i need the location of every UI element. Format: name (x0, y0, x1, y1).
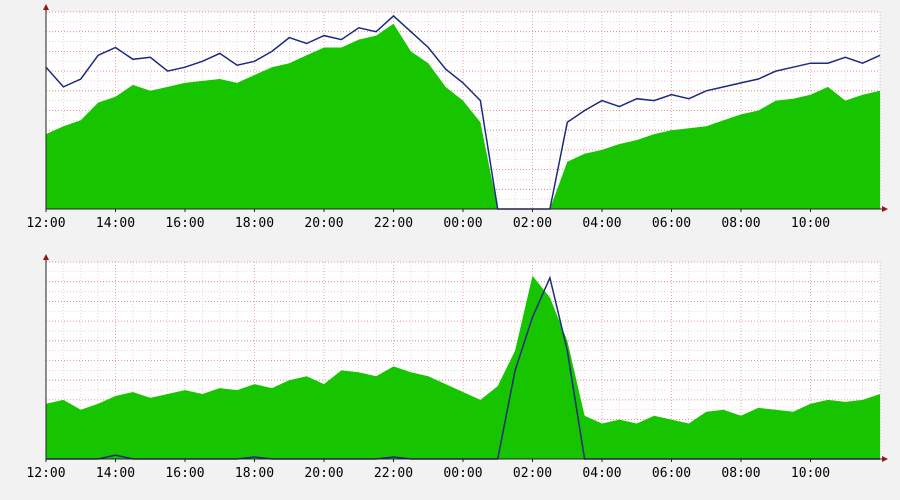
x-tick-label: 20:00 (304, 216, 343, 231)
x-tick-label: 02:00 (513, 466, 552, 481)
x-tick-label: 16:00 (165, 216, 204, 231)
x-tick-label: 18:00 (235, 216, 274, 231)
x-tick-label: 14:00 (96, 466, 135, 481)
x-tick-label: 16:00 (165, 466, 204, 481)
x-tick-label: 12:00 (26, 466, 65, 481)
x-tick-label: 08:00 (721, 466, 760, 481)
area-series-0 (46, 23, 880, 209)
x-tick-label: 20:00 (304, 466, 343, 481)
x-tick-label: 02:00 (513, 216, 552, 231)
x-tick-label: 00:00 (443, 466, 482, 481)
x-tick-label: 06:00 (652, 466, 691, 481)
x-tick-label: 04:00 (582, 466, 621, 481)
bottom-graph: 12:00 14:00 16:00 18:00 20:00 22:00 00:00 02:00… (26, 254, 888, 481)
area-series-0 (46, 275, 880, 459)
top-graph: 12:00 14:00 16:00 18:00 20:00 22:00 00:00 02:00… (26, 4, 888, 231)
x-tick-label: 08:00 (721, 216, 760, 231)
x-tick-label: 22:00 (374, 466, 413, 481)
x-axis-arrow (882, 206, 888, 212)
y-axis-arrow (43, 254, 49, 260)
x-tick-label: 10:00 (791, 466, 830, 481)
x-tick-label: 04:00 (582, 216, 621, 231)
x-tick-label: 10:00 (791, 216, 830, 231)
x-tick-label: 14:00 (96, 216, 135, 231)
line-series-1 (45, 14, 881, 210)
x-tick-label: 12:00 (26, 216, 65, 231)
x-tick-label: 06:00 (652, 216, 691, 231)
x-tick-label: 18:00 (235, 466, 274, 481)
x-tick-label: 00:00 (443, 216, 482, 231)
x-tick-label: 22:00 (374, 216, 413, 231)
y-axis-arrow (43, 4, 49, 10)
x-axis-arrow (882, 456, 888, 462)
